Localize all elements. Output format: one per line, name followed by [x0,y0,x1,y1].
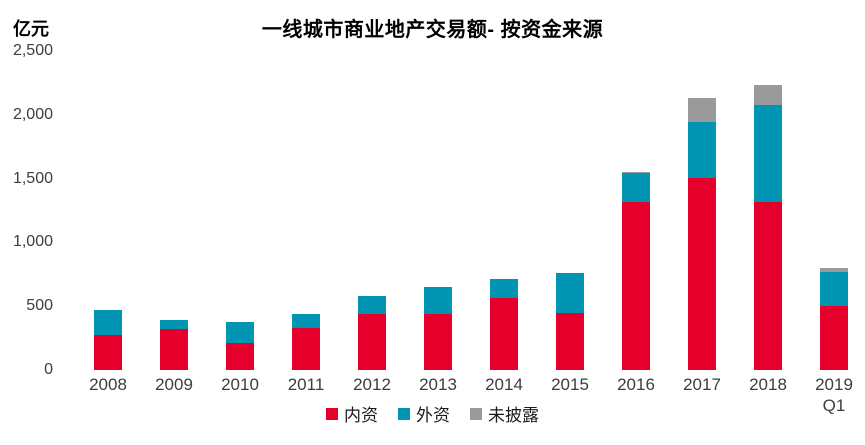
legend-item-domestic: 内资 [326,401,378,426]
bar-segment-domestic [622,202,650,370]
chart-title: 一线城市商业地产交易额- 按资金来源 [261,19,604,41]
legend-item-foreign: 外资 [398,401,450,426]
bar-segment-undisclosed [688,98,716,122]
legend: 内资 外资 未披露 [0,401,865,426]
x-tick-label: 2016 [617,375,655,394]
bar-segment-foreign [490,279,518,298]
y-tick-label: 500 [26,297,53,314]
bar-segment-domestic [358,314,386,370]
y-tick-label: 0 [44,361,53,378]
bar-segment-domestic [226,343,254,370]
legend-swatch-icon [470,407,482,420]
bar-segment-undisclosed [820,268,848,272]
legend-item-undisclosed: 未披露 [470,401,539,426]
x-tick-label: 2014 [485,375,523,394]
bar-segment-undisclosed [622,172,650,173]
legend-label: 未披露 [488,406,539,425]
x-tick-label: 2008 [89,375,127,394]
legend-swatch-icon [398,407,410,420]
x-tick-label: 2017 [683,375,721,394]
x-tick-label: 2015 [551,375,589,394]
bar-segment-domestic [160,329,188,370]
bar-segment-domestic [754,202,782,370]
bar-segment-foreign [160,320,188,329]
bar-segment-domestic [490,298,518,370]
bar-segment-domestic [292,328,320,370]
bar-segment-foreign [94,310,122,335]
bar-segment-undisclosed [754,85,782,105]
bar-segment-domestic [94,335,122,370]
bar-segment-foreign [688,122,716,178]
x-tick-label: 2011 [287,375,325,394]
legend-swatch-icon [326,407,338,420]
bar-segment-foreign [820,272,848,306]
bar-segment-foreign [292,314,320,328]
bar-segment-foreign [424,287,452,314]
x-tick-label: 2018 [749,375,787,394]
bar-segment-domestic [688,178,716,370]
x-tick-label: 2010 [221,375,259,394]
legend-label: 外资 [416,406,450,425]
x-tick-label: 2009 [155,375,193,394]
x-tick-label: 2012 [353,375,391,394]
y-tick-label: 1,500 [12,170,53,187]
y-tick-label: 2,500 [12,42,53,59]
bar-segment-foreign [622,173,650,202]
bar-segment-domestic [820,306,848,370]
bar-segment-foreign [754,105,782,202]
y-tick-label: 1,000 [12,233,53,250]
y-axis: 0 500 1,000 1,500 2,000 2,500 [0,0,53,445]
y-axis-unit-label: 亿元 [13,19,49,39]
legend-label: 内资 [344,406,378,425]
bar-segment-foreign [226,322,254,343]
bar-segment-domestic [424,314,452,370]
bar-segment-foreign [358,296,386,314]
x-tick-label: 2019 Q1 [815,375,853,415]
plot-area [75,51,863,370]
bar-segment-domestic [556,313,584,370]
x-axis: 2008 2009 2010 2011 2012 2013 2014 2015 2016 2017… [75,374,865,422]
x-tick-label: 2013 [419,375,457,394]
bar-segment-foreign [556,273,584,313]
y-tick-label: 2,000 [12,106,53,123]
